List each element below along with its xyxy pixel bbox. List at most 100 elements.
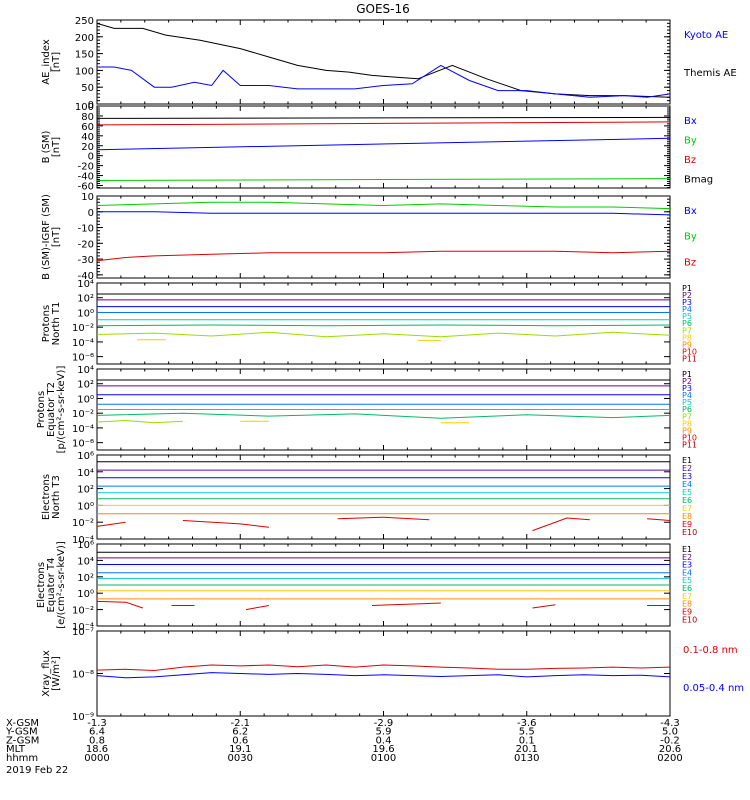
bottom-axis-value: 18.6 (86, 744, 108, 755)
legend-label-pn: P11 (682, 354, 697, 363)
series-line-b-bx (96, 137, 671, 151)
legend-label-pn: P1 (682, 284, 692, 293)
legend-label-xray: 0.1-0.8 nm (683, 645, 738, 656)
y-tick-label-en: 10⁻⁴ (72, 535, 94, 546)
series-line-xray-0-05-0-4-nm (96, 672, 671, 679)
legend-label-en: E10 (682, 528, 697, 537)
y-tick-label-b: 0 (88, 152, 94, 163)
legend-label-pe: P8 (682, 419, 692, 428)
bottom-axis-value: 0.8 (89, 735, 105, 746)
legend-label-ee: E9 (682, 607, 692, 616)
series-line-en-e9 (96, 521, 126, 527)
legend-label-pe: P10 (682, 433, 697, 442)
series-line-bigrf-by (96, 201, 671, 210)
bottom-row-label: Y-GSM (5, 727, 38, 738)
bottom-axis-value: 0.6 (232, 735, 248, 746)
y-tick-label-ee: 10⁶ (77, 540, 94, 551)
series-line-pn-p7 (96, 331, 671, 338)
legend-label-en: E2 (682, 464, 692, 473)
legend-label-pe: P3 (682, 384, 692, 393)
y-axis-label-pe: [p/(cm²-s-sr-keV)] (56, 366, 67, 454)
bottom-axis-value: 0.1 (519, 735, 535, 746)
panel-frame-xray (96, 630, 671, 717)
y-axis-label-ee: [e/(cm²-s-sr-keV)] (56, 541, 67, 629)
bottom-axis-value: 5.0 (662, 727, 678, 738)
panel-frame-bigrf (96, 195, 671, 279)
legend-label-en: E7 (682, 504, 692, 513)
legend-label-en: E5 (682, 488, 692, 497)
series-line-en-e9 (647, 518, 671, 521)
y-tick-label-ee: 10² (77, 573, 94, 584)
series-line-ee-e9 (96, 600, 143, 609)
series-line-b-bmag (96, 116, 671, 119)
series-line-bigrf-bx (97, 211, 671, 216)
y-tick-label-pe: 10⁻² (72, 409, 94, 420)
y-tick-label-bigrf: -10 (78, 224, 94, 235)
y-tick-label-ae: 100 (75, 66, 94, 77)
series-line-pe-p6 (96, 412, 671, 419)
y-axis-label-xray: [W/m²] (51, 656, 62, 691)
y-tick-label-pn: 10⁴ (77, 279, 94, 290)
legend-label-pe: P1 (682, 370, 692, 379)
y-tick-label-ae: 50 (81, 83, 94, 94)
series-line-xray-0-1-0-8-nm (96, 664, 671, 672)
bottom-axis-value: 20.6 (659, 744, 681, 755)
y-axis-label-ee: Equator T4 (46, 558, 57, 613)
bottom-row-label: MLT (6, 744, 26, 755)
y-tick-label-b: -40 (78, 172, 94, 183)
y-tick-label-bigrf: -20 (78, 239, 94, 250)
y-axis-label-pe: Equator T2 (46, 382, 57, 437)
legend-label-en: E8 (682, 512, 692, 521)
y-axis-label-xray: Xray_flux (41, 650, 52, 697)
y-axis-label-ae: [nT] (51, 52, 62, 72)
y-axis-label-b: [nT] (51, 137, 62, 157)
bottom-row-label: X-GSM (6, 718, 39, 729)
legend-label-b: By (684, 136, 697, 147)
legend-label-ae: Themis AE (683, 68, 737, 79)
legend-label-ee: E6 (682, 584, 692, 593)
legend-label-pe: P4 (682, 391, 692, 400)
y-axis-label-ee: Electrons (36, 562, 47, 608)
bottom-axis-value: 19.1 (229, 744, 251, 755)
legend-label-ae: Kyoto AE (684, 30, 728, 41)
bottom-axis-value: 19.6 (372, 744, 394, 755)
y-tick-label-b: -20 (78, 162, 94, 173)
y-tick-label-pn: 10⁰ (77, 308, 94, 319)
y-axis-label-bigrf: [nT] (51, 227, 62, 247)
y-tick-label-pe: 10⁻⁶ (72, 439, 94, 450)
legend-label-en: E9 (682, 520, 692, 529)
y-tick-label-en: 10⁰ (77, 501, 94, 512)
legend-label-pe: P2 (682, 377, 692, 386)
legend-label-b: Bx (684, 116, 697, 127)
y-tick-label-pe: 10⁴ (77, 365, 94, 376)
y-axis-label-en: North T3 (51, 475, 62, 519)
legend-label-pn: P4 (682, 305, 692, 314)
y-tick-label-pe: 10² (77, 380, 94, 391)
legend-label-pn: P5 (682, 312, 692, 321)
legend-label-pn: P2 (682, 291, 692, 300)
y-tick-label-pn: 10² (77, 294, 94, 305)
y-tick-label-ae: 250 (75, 16, 94, 27)
bottom-axis-value: -1.3 (87, 718, 107, 729)
series-line-pe-p7 (96, 419, 183, 424)
legend-label-pe: P6 (682, 405, 692, 414)
y-tick-label-pn: 10⁻⁴ (72, 338, 94, 349)
bottom-axis-value: 5.9 (376, 727, 392, 738)
legend-label-en: E4 (682, 480, 692, 489)
y-tick-label-pe: 10⁻⁴ (72, 424, 94, 435)
y-tick-label-bigrf: 0 (88, 208, 94, 219)
y-tick-label-pn: 10⁻² (72, 323, 94, 334)
series-line-ee-e9 (245, 605, 269, 611)
legend-label-pn: P9 (682, 340, 692, 349)
legend-label-en: E6 (682, 496, 692, 505)
legend-label-pe: P7 (682, 412, 692, 421)
y-tick-label-ee: 10⁴ (77, 556, 94, 567)
series-line-ee-e9 (532, 604, 556, 609)
y-axis-label-b: B (SM) (41, 130, 52, 163)
bottom-axis-value: -2.1 (230, 718, 250, 729)
bottom-axis-value: 0.4 (376, 735, 392, 746)
y-tick-label-ee: 10⁻⁴ (72, 622, 94, 633)
legend-label-en: E3 (682, 472, 692, 481)
bottom-row-label: Z-GSM (6, 735, 39, 746)
